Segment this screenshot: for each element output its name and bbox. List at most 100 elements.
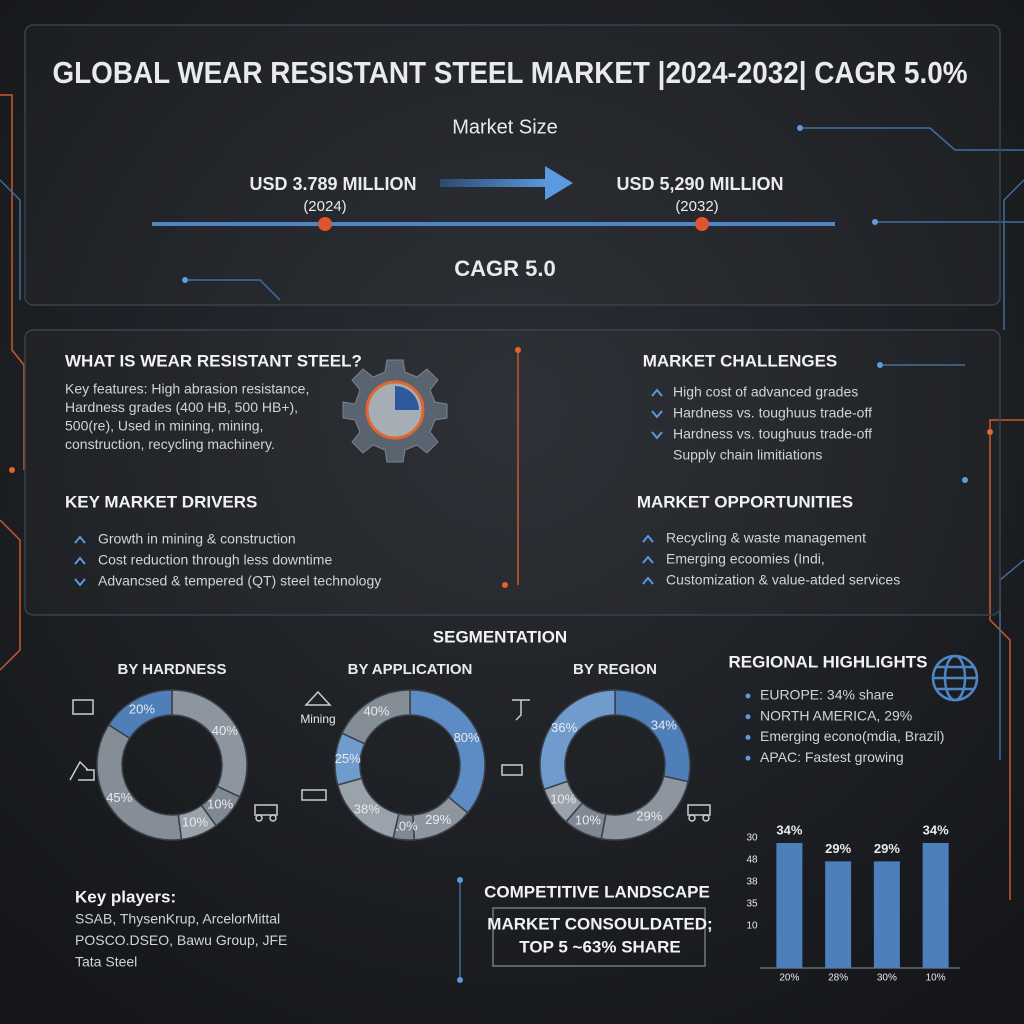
bar — [776, 843, 803, 968]
donut-segment — [539, 689, 616, 791]
list-item: Advancsed & tempered (QT) steel technolo… — [98, 573, 381, 589]
list-item: Hardness vs. toughuus trade-off — [673, 405, 872, 421]
bullet-icon — [651, 431, 663, 440]
divider-node — [515, 347, 521, 353]
segmentation-charts: BY HARDNESS 40% 10% 10% 45% 20% BY APPLICATION… — [96, 661, 691, 841]
list-item: APAC: Fastest growing — [760, 749, 904, 765]
key-players-heading: Key players: — [75, 887, 176, 906]
divider-node — [502, 582, 508, 588]
donut-label: 10% — [182, 815, 208, 830]
donut-segment — [107, 689, 173, 740]
chart-title: BY REGION — [573, 661, 657, 678]
globe-icon — [931, 654, 979, 702]
key-players-list: SSAB, ThysenKrup, ArcelorMittal POSCO.DSE… — [75, 911, 287, 970]
donut-label: 10% — [575, 813, 601, 828]
bar-value-label: 34% — [776, 822, 802, 837]
market-size-heading: Market Size — [452, 116, 558, 138]
donut-label: 29% — [425, 812, 451, 827]
donut-label: 10% — [207, 796, 233, 811]
chart-title: BY HARDNESS — [118, 661, 227, 678]
text-line: POSCO.DSEO, Bawu Group, JFE — [75, 932, 287, 948]
text-line: Key features: High abrasion resistance, — [65, 381, 309, 397]
bullet — [745, 714, 751, 720]
donut-label: 29% — [636, 809, 662, 824]
bar — [873, 861, 900, 968]
x-tick-label: 10% — [926, 973, 946, 984]
bar-value-label: 34% — [923, 822, 949, 837]
bullet-icon — [642, 534, 654, 543]
bullet-icon — [651, 410, 663, 419]
bullet — [745, 755, 751, 761]
donut-label: 10% — [550, 791, 576, 806]
arrow-head — [545, 166, 573, 200]
drivers-list: Growth in mining & construction Cost redu… — [74, 531, 381, 589]
chart-label: Mining — [300, 712, 335, 726]
y-tick-label: 30 — [746, 833, 758, 844]
list-item: EUROPE: 34% share — [760, 687, 894, 703]
y-tick-label: 10 — [746, 921, 758, 932]
x-tick-label: 30% — [877, 973, 897, 984]
opportunities-heading: MARKET OPPORTUNITIES — [637, 492, 853, 511]
segment-icons — [69, 690, 711, 822]
list-item: Customization & value-atded services — [666, 572, 900, 588]
donut-label: 38% — [354, 802, 380, 817]
start-value: USD 3.789 MILLION — [249, 174, 416, 194]
y-tick-label: 38 — [746, 877, 758, 888]
what-is-heading: WHAT IS WEAR RESISTANT STEEL? — [65, 351, 362, 370]
circuit-lines — [0, 94, 1024, 980]
donut-label: 80% — [454, 730, 480, 745]
list-item: Growth in mining & construction — [98, 531, 296, 547]
list-item: Emerging ecoomies (Indi, — [666, 551, 825, 567]
arrow-shaft — [440, 179, 550, 187]
cagr: CAGR 5.0 — [454, 256, 555, 281]
segmentation-heading: SEGMENTATION — [433, 627, 567, 646]
x-tick-label: 20% — [779, 973, 799, 984]
opportunities-list: Recycling & waste management Emerging eco… — [642, 530, 900, 588]
list-item: Recycling & waste management — [666, 530, 866, 546]
bar-value-label: 29% — [874, 841, 900, 856]
text-line: SSAB, ThysenKrup, ArcelorMittal — [75, 911, 280, 927]
text-line: TOP 5 ~63% SHARE — [519, 937, 680, 956]
challenges-heading: MARKET CHALLENGES — [643, 351, 838, 370]
start-year: (2024) — [303, 198, 346, 215]
competitive-heading: COMPETITIVE LANDSCAPE — [484, 882, 710, 901]
donut-label: 25% — [335, 751, 361, 766]
donut-label: 10% — [392, 819, 418, 834]
circuit-nodes — [9, 125, 993, 983]
title: GLOBAL WEAR RESISTANT STEEL MARKET |2024… — [53, 55, 968, 90]
bullet-icon — [74, 578, 86, 587]
market-size-panel — [24, 24, 1001, 306]
list-item: Emerging econo(mdia, Brazil) — [760, 728, 944, 744]
list-item: NORTH AMERICA, 29% — [760, 707, 912, 723]
bar — [825, 861, 852, 968]
x-tick-label: 28% — [828, 973, 848, 984]
bullet-icon — [74, 556, 86, 565]
end-value: USD 5,290 MILLION — [616, 174, 783, 194]
donut-label: 40% — [363, 704, 389, 719]
list-item: Cost reduction through less downtime — [98, 552, 332, 568]
challenges-list: High cost of advanced grades Hardness vs.… — [651, 384, 872, 463]
bullet — [745, 734, 751, 740]
text-line: MARKET CONSOULDATED; — [487, 914, 712, 933]
donut-label: 20% — [129, 702, 155, 717]
donut-label: 36% — [551, 720, 577, 735]
bullet-icon — [651, 388, 663, 397]
text-line: construction, recycling machinery. — [65, 436, 275, 452]
text-line: Hardness grades (400 HB, 500 HB+), — [65, 399, 298, 415]
drivers-heading: KEY MARKET DRIVERS — [65, 492, 257, 511]
overview-panel — [24, 329, 1001, 616]
y-tick-label: 48 — [746, 855, 758, 866]
bar-value-label: 29% — [825, 841, 851, 856]
end-year: (2032) — [675, 198, 718, 215]
text-line: Tata Steel — [75, 954, 137, 970]
timeline-dot — [695, 217, 709, 231]
donut-segment — [341, 689, 411, 745]
text-line: 500(re), Used in mining, mining, — [65, 418, 263, 434]
what-is-text: Key features: High abrasion resistance, H… — [65, 381, 309, 453]
timeline-dot — [318, 217, 332, 231]
list-item: Supply chain limitiations — [673, 447, 822, 463]
y-tick-label: 35 — [746, 899, 758, 910]
bar — [922, 843, 949, 968]
